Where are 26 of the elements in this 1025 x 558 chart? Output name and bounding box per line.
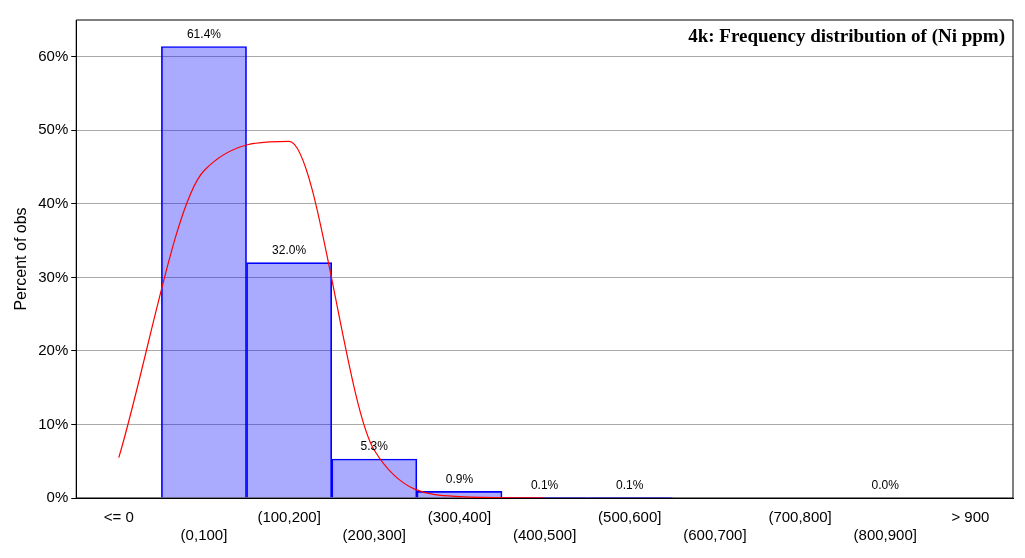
y-tick-label: 0% [46, 488, 69, 506]
x-tick-label: > 900 [951, 508, 990, 526]
data-label: 0.1% [616, 477, 644, 492]
x-tick-label: (200,300] [342, 526, 406, 544]
x-tick-label: (400,500] [512, 526, 577, 544]
x-tick-label: (700,800] [768, 508, 832, 526]
x-tick-label: (500,600] [598, 508, 662, 526]
y-axis-title: Percent of obs [12, 207, 30, 311]
chart-title: 4k: Frequency distribution of (Ni ppm) [688, 25, 1005, 48]
x-tick-label: (0,100] [180, 526, 228, 544]
y-tick-label: 50% [38, 120, 69, 138]
data-label: 0.1% [530, 477, 559, 492]
y-tick-label: 10% [38, 414, 69, 432]
x-tick-label: (100,200] [257, 508, 321, 526]
y-tick-label: 20% [38, 341, 69, 359]
data-label: 61.4% [186, 26, 222, 41]
x-tick-label: <= 0 [103, 508, 134, 526]
y-tick-label: 30% [38, 267, 69, 285]
data-label: 32.0% [272, 242, 307, 257]
x-tick-label: (300,400] [427, 508, 492, 526]
y-tick-label: 60% [38, 46, 69, 64]
x-tick-label: (800,900] [853, 526, 917, 544]
x-tick-label: (600,700] [683, 526, 747, 544]
data-label: 0.9% [445, 471, 474, 486]
data-label: 0.0% [871, 478, 900, 493]
y-tick-label: 40% [38, 193, 69, 211]
